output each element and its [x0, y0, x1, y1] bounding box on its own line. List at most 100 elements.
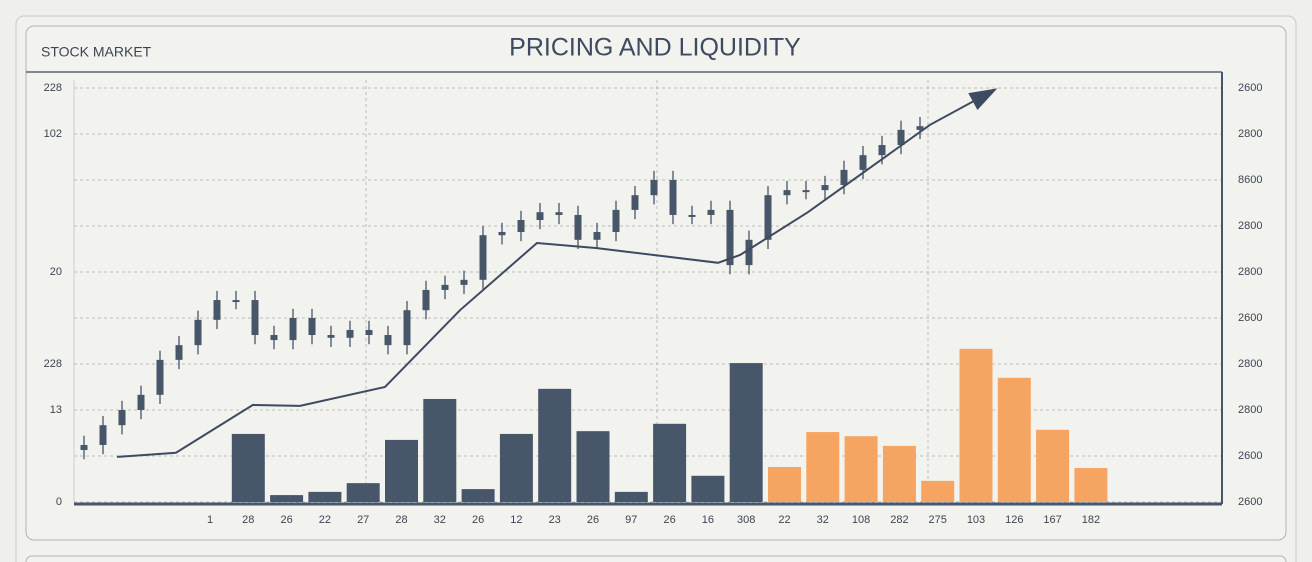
y-tick-label: 102	[44, 128, 62, 140]
volume-bar	[308, 491, 342, 502]
volume-bar	[423, 398, 457, 502]
candle-body	[612, 209, 620, 232]
candle-body	[840, 169, 848, 186]
volume-bar	[576, 431, 610, 502]
candle-body	[156, 359, 164, 395]
candle-body	[764, 195, 772, 240]
trend-arrowhead	[968, 88, 998, 110]
candle-body	[232, 300, 240, 303]
candle-body	[916, 126, 924, 130]
candle-body	[631, 195, 639, 210]
x-tick-label: 32	[817, 514, 829, 526]
candle-body	[289, 318, 297, 341]
y-tick-label: 13	[50, 404, 62, 416]
x-tick-label: 108	[852, 514, 870, 526]
volume-bar	[653, 423, 687, 502]
y2-tick-label: 2800	[1238, 404, 1262, 416]
candle-body	[878, 145, 886, 156]
y2-tick-label: 2800	[1238, 128, 1262, 140]
candle-body	[498, 231, 506, 236]
x-tick-label: 1	[207, 514, 213, 526]
volume-bar	[768, 467, 801, 502]
candle-body	[441, 284, 449, 290]
header-label: STOCK MARKET	[41, 44, 152, 60]
x-tick-label: 28	[395, 514, 407, 526]
candle-body	[707, 209, 715, 215]
x-tick-label: 26	[587, 514, 599, 526]
candle-body	[517, 220, 525, 232]
candle-body	[479, 235, 487, 280]
y2-tick-label: 2800	[1238, 220, 1262, 232]
x-tick-label: 275	[929, 514, 947, 526]
volume-bar	[921, 480, 955, 502]
candle-body	[175, 345, 183, 360]
x-tick-label: 282	[890, 514, 908, 526]
volume-bar	[461, 489, 495, 502]
volume-bar	[1036, 429, 1070, 502]
y2-tick-label: 2600	[1238, 82, 1262, 94]
candle-body	[593, 231, 601, 240]
candle-body	[251, 300, 259, 336]
candle-body	[821, 185, 829, 191]
volume-bar	[691, 475, 725, 502]
candle-body	[650, 180, 658, 196]
candle-body	[365, 329, 373, 336]
candle-body	[403, 310, 411, 346]
candle-body	[137, 394, 145, 410]
candle-body	[745, 239, 753, 266]
volume-bar	[346, 483, 380, 502]
volume-bar	[1074, 467, 1108, 502]
candle-body	[80, 444, 88, 451]
x-tick-label: 103	[967, 514, 985, 526]
volume-bar	[959, 348, 993, 502]
candle-body	[802, 190, 810, 193]
x-tick-label: 32	[434, 514, 446, 526]
volume-bar	[538, 388, 572, 502]
x-tick-label: 167	[1043, 514, 1061, 526]
y2-tick-label: 8600	[1238, 174, 1262, 186]
x-tick-label: 126	[1005, 514, 1023, 526]
volume-bar	[614, 491, 648, 502]
y-tick-label: 228	[44, 82, 62, 94]
candle-body	[783, 190, 791, 196]
volume-bar	[806, 432, 840, 502]
x-tick-label: 26	[280, 514, 292, 526]
x-tick-label: 182	[1082, 514, 1100, 526]
x-tick-label: 308	[737, 514, 755, 526]
candle-body	[536, 212, 544, 221]
candle-body	[460, 279, 468, 285]
candle-body	[270, 335, 278, 341]
y-tick-label: 0	[56, 496, 62, 508]
candle-body	[422, 289, 430, 311]
volume-bar	[844, 436, 878, 502]
candle-body	[213, 300, 221, 320]
x-tick-label: 22	[778, 514, 790, 526]
x-tick-label: 28	[242, 514, 254, 526]
lower-card	[25, 555, 1287, 562]
y2-tick-label: 2800	[1238, 266, 1262, 278]
y2-tick-label: 2600	[1238, 496, 1262, 508]
candle-body	[726, 209, 734, 266]
x-tick-label: 22	[319, 514, 331, 526]
candle-body	[669, 180, 677, 215]
x-tick-label: 26	[472, 514, 484, 526]
volume-bar	[385, 439, 418, 502]
candle-body	[859, 155, 867, 170]
candle-body	[346, 329, 354, 338]
y-tick-label: 228	[44, 358, 62, 370]
y2-tick-label: 2600	[1238, 450, 1262, 462]
volume-bar	[270, 495, 304, 502]
x-tick-label: 12	[510, 514, 522, 526]
candle-body	[897, 129, 905, 146]
candle-body	[574, 214, 582, 240]
volume-bar	[231, 433, 265, 502]
candle-body	[327, 335, 335, 338]
candle-body	[118, 410, 126, 426]
volume-bar	[882, 445, 916, 502]
x-tick-label: 23	[549, 514, 561, 526]
candle-body	[384, 335, 392, 346]
candle-body	[99, 425, 107, 445]
x-tick-label: 26	[663, 514, 675, 526]
x-tick-label: 16	[702, 514, 714, 526]
